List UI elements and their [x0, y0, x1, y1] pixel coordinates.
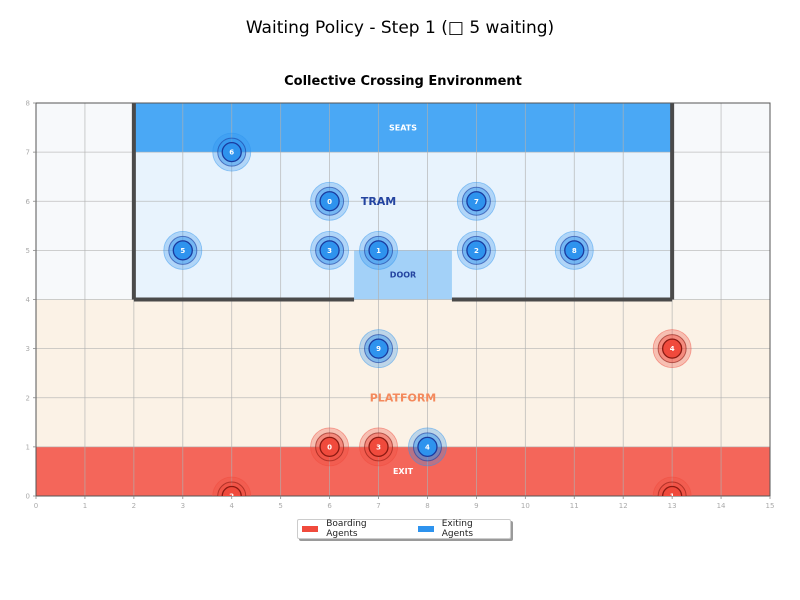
legend-swatch-boarding [302, 526, 319, 532]
agent-marker [661, 338, 683, 359]
exiting-agent-4: 4 [408, 427, 447, 467]
exiting-agent-8: 8 [554, 230, 594, 270]
exiting-agent-0: 0 [310, 181, 350, 221]
agent-marker [319, 240, 340, 261]
y-tick-label: 2 [26, 394, 30, 402]
exiting-agent-2: 2 [456, 230, 496, 270]
x-tick-label: 5 [278, 502, 282, 510]
legend-label-exiting: Exiting Agents [441, 519, 474, 539]
agent-id-label: 7 [474, 198, 479, 206]
agent-id-label: 8 [572, 247, 577, 255]
region-label-tram: TRAM [361, 195, 396, 208]
exiting-agent-5: 5 [163, 230, 203, 270]
agent-id-label: 2 [474, 247, 479, 255]
y-tick-label: 8 [26, 100, 30, 108]
exiting-agent-3: 3 [310, 230, 350, 270]
agent-marker [368, 338, 389, 359]
legend-label-boarding: Boarding Agents [326, 519, 367, 539]
region-label-seats: SEATS [389, 123, 417, 132]
agent-id-label: 3 [376, 443, 381, 451]
legend-item-exiting: Exiting Agents [417, 519, 504, 539]
x-tick-label: 0 [34, 502, 38, 510]
agent-id-label: 4 [425, 443, 430, 451]
legend: Boarding Agents Exiting Agents [297, 519, 511, 539]
agent-marker [368, 436, 389, 458]
agent-id-label: 3 [327, 247, 332, 255]
agent-marker [466, 240, 487, 261]
x-tick-label: 7 [376, 502, 380, 510]
x-tick-label: 1 [83, 502, 87, 510]
seats-region [133, 103, 673, 153]
agents-layer: 0 1 2 3 4 0 1 2 3 4 5 6 7 8 9 [163, 132, 692, 501]
door-region [354, 250, 452, 300]
agent-marker [221, 485, 242, 496]
agent-id-label: 0 [327, 443, 332, 451]
y-tick-label: 7 [26, 149, 30, 157]
x-tick-label: 14 [717, 502, 726, 510]
agent-id-label: 0 [327, 198, 332, 206]
agent-marker [417, 436, 438, 458]
agent-marker [661, 485, 683, 496]
x-tick-label: 3 [181, 502, 185, 510]
exiting-agent-6: 6 [212, 132, 252, 172]
x-tick-label: 8 [425, 502, 429, 510]
figure-suptitle: Waiting Policy - Step 1 (□ 5 waiting) [245, 18, 555, 38]
agent-id-label: 6 [229, 149, 234, 157]
x-tick-label: 11 [570, 502, 579, 510]
x-tick-label: 10 [521, 502, 530, 510]
exiting-agent-1: 1 [359, 230, 398, 270]
boarding-agent-1: 1 [652, 476, 692, 501]
agent-marker [319, 191, 340, 212]
agent-id-label: 4 [670, 345, 675, 353]
x-tick-label: 2 [132, 502, 136, 510]
region-label-platform: PLATFORM [370, 392, 437, 405]
agent-marker [319, 436, 340, 458]
x-tick-label: 9 [474, 502, 478, 510]
x-tick-label: 6 [327, 502, 332, 510]
y-tick-label: 3 [26, 345, 30, 353]
agent-marker [221, 141, 242, 163]
legend-item-boarding: Boarding Agents [302, 519, 398, 539]
agent-marker [466, 191, 487, 212]
exiting-agent-7: 7 [456, 181, 496, 221]
y-tick-label: 5 [26, 247, 30, 255]
axes-title: Collective Crossing Environment [284, 74, 522, 89]
agent-id-label: 9 [376, 345, 381, 353]
boarding-agent-0: 0 [310, 427, 350, 467]
agent-id-label: 1 [376, 247, 381, 255]
region-label-exit: EXIT [393, 467, 414, 476]
agent-id-label: 1 [670, 493, 675, 501]
y-tick-label: 6 [26, 198, 31, 206]
x-tick-label: 13 [668, 502, 677, 510]
boarding-agent-2: 2 [212, 476, 252, 501]
platform-region [36, 299, 770, 447]
y-tick-label: 1 [26, 443, 30, 451]
x-tick-label: 4 [229, 502, 234, 510]
x-tick-label: 15 [766, 502, 775, 510]
x-tick-label: 12 [619, 502, 628, 510]
agent-id-label: 5 [180, 247, 185, 255]
y-tick-label: 4 [26, 296, 31, 304]
boarding-agent-4: 4 [652, 329, 692, 369]
boarding-agent-3: 3 [359, 427, 398, 467]
exit-region [36, 446, 770, 496]
agent-marker [564, 240, 585, 261]
exiting-agent-9: 9 [359, 329, 398, 369]
agent-marker [368, 240, 389, 261]
region-label-door: DOOR [390, 271, 416, 280]
y-tick-label: 0 [26, 493, 30, 501]
agent-id-label: 2 [229, 493, 234, 501]
agent-marker [172, 240, 193, 261]
legend-swatch-exiting [417, 526, 434, 532]
